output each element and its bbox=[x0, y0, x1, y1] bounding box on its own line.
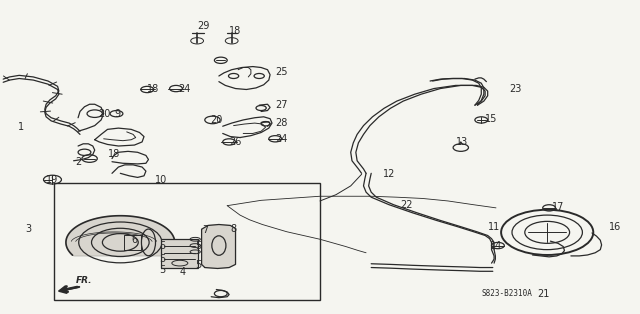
Text: 1: 1 bbox=[18, 122, 24, 132]
Text: 27: 27 bbox=[275, 100, 288, 110]
Text: 24: 24 bbox=[178, 84, 190, 94]
Polygon shape bbox=[202, 225, 236, 268]
Text: 26: 26 bbox=[229, 137, 241, 147]
Text: 18: 18 bbox=[108, 149, 120, 159]
Text: 25: 25 bbox=[275, 67, 288, 77]
Text: 14: 14 bbox=[490, 241, 502, 251]
Text: 18: 18 bbox=[147, 84, 159, 95]
Text: 2: 2 bbox=[76, 157, 82, 167]
Text: 19: 19 bbox=[46, 175, 58, 185]
Text: 8: 8 bbox=[230, 224, 237, 234]
Text: 20: 20 bbox=[210, 115, 222, 125]
Text: 3: 3 bbox=[26, 224, 32, 234]
Text: FR.: FR. bbox=[76, 276, 92, 285]
Text: 10: 10 bbox=[155, 175, 167, 185]
Bar bbox=[161, 239, 198, 268]
Text: 5: 5 bbox=[195, 241, 202, 252]
Text: 7: 7 bbox=[202, 225, 209, 235]
Text: 9: 9 bbox=[114, 109, 120, 119]
Text: 20: 20 bbox=[98, 109, 110, 119]
Text: 5: 5 bbox=[195, 260, 202, 270]
Text: 13: 13 bbox=[456, 137, 468, 147]
Text: 5: 5 bbox=[159, 241, 165, 252]
Text: 21: 21 bbox=[538, 289, 550, 299]
Bar bbox=[54, 183, 320, 300]
Text: 18: 18 bbox=[229, 26, 241, 36]
Polygon shape bbox=[66, 216, 175, 255]
Text: 5: 5 bbox=[159, 254, 165, 264]
Text: 5: 5 bbox=[159, 265, 165, 275]
Text: 23: 23 bbox=[509, 84, 521, 94]
Text: 17: 17 bbox=[552, 202, 564, 212]
Text: 12: 12 bbox=[383, 169, 395, 179]
Text: 4: 4 bbox=[179, 267, 186, 277]
Text: S823-B2310A: S823-B2310A bbox=[481, 289, 532, 298]
Text: 22: 22 bbox=[400, 200, 413, 210]
Text: 6: 6 bbox=[131, 235, 138, 245]
Text: 24: 24 bbox=[275, 134, 287, 144]
Text: 29: 29 bbox=[197, 21, 209, 31]
Text: 28: 28 bbox=[275, 118, 287, 128]
Text: 16: 16 bbox=[609, 222, 621, 232]
Text: 15: 15 bbox=[485, 114, 497, 124]
Text: 11: 11 bbox=[488, 222, 500, 232]
